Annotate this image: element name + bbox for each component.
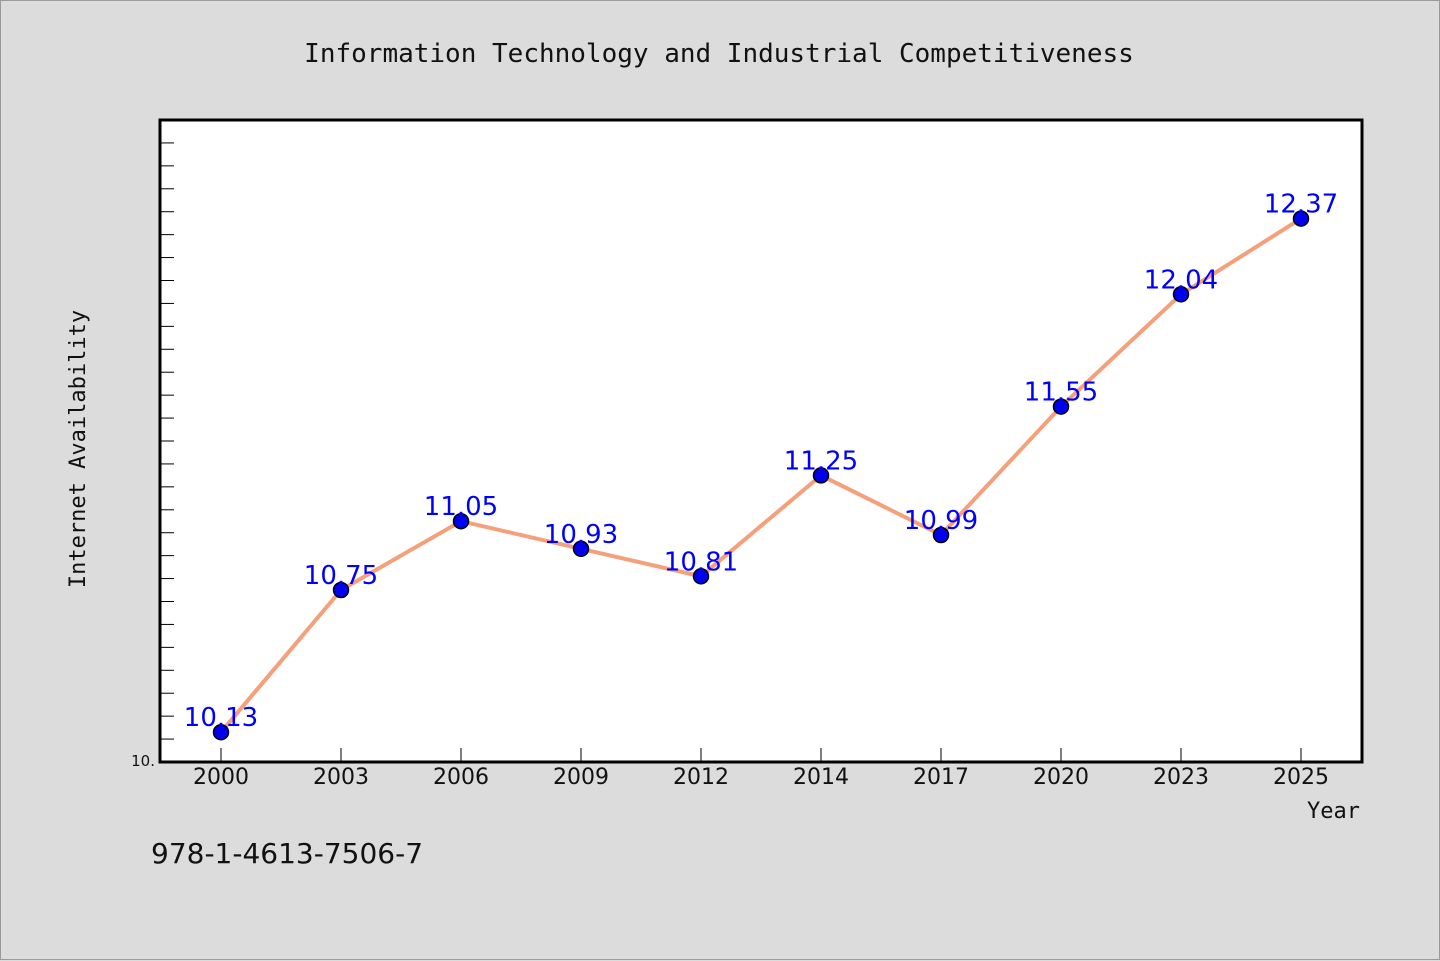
x-tick-label: 2009 bbox=[553, 765, 609, 790]
chart-title: Information Technology and Industrial Co… bbox=[304, 39, 1134, 69]
data-point bbox=[692, 568, 710, 585]
data-labels: 10.13 10.75 11.05 10.93 10.81 11.25 10.99 11.55… bbox=[184, 190, 1338, 734]
data-label: 11.25 bbox=[784, 446, 858, 476]
y-axis-label: Internet Availability bbox=[66, 310, 91, 588]
data-points bbox=[212, 210, 1310, 741]
data-point bbox=[212, 723, 230, 741]
data-label: 10.75 bbox=[304, 561, 378, 591]
data-label: 12.04 bbox=[1144, 265, 1218, 295]
x-tick-label: 2006 bbox=[433, 765, 489, 790]
x-tick-label: 2012 bbox=[673, 765, 729, 790]
x-tick-label: 2014 bbox=[793, 765, 849, 790]
x-tick-label: 2017 bbox=[913, 765, 969, 790]
data-point bbox=[812, 467, 830, 484]
data-label: 11.55 bbox=[1024, 378, 1098, 408]
x-tick-label: 2020 bbox=[1033, 765, 1089, 790]
x-tick-label: 2000 bbox=[193, 765, 249, 790]
data-label: 11.05 bbox=[424, 492, 498, 522]
data-label: 10.13 bbox=[184, 703, 258, 733]
series-line bbox=[219, 216, 1303, 735]
x-tick-label: 2003 bbox=[313, 765, 369, 790]
data-label: 10.81 bbox=[664, 547, 738, 577]
y-tick-label: 10. bbox=[131, 752, 155, 770]
data-label: 12.37 bbox=[1264, 190, 1338, 220]
data-point bbox=[452, 512, 470, 530]
x-axis-label: Year bbox=[1307, 799, 1360, 824]
data-label: 10.93 bbox=[544, 520, 618, 550]
data-point bbox=[1052, 398, 1070, 415]
plot-area bbox=[158, 118, 1364, 764]
data-point bbox=[572, 540, 590, 558]
x-axis-ticks bbox=[220, 748, 1302, 762]
data-point bbox=[932, 526, 950, 544]
data-point bbox=[1172, 286, 1190, 303]
x-axis-tick-labels: 2000 2003 2006 2009 2012 2014 2017 2020 2023 2025 bbox=[193, 765, 1329, 790]
footer-code: 978-1-4613-7506-7 bbox=[151, 837, 423, 870]
y-axis-minor-ticks bbox=[160, 142, 174, 740]
data-point bbox=[332, 581, 350, 599]
data-label: 10.99 bbox=[904, 506, 978, 536]
x-tick-label: 2023 bbox=[1153, 765, 1209, 790]
data-point bbox=[1292, 210, 1310, 227]
x-tick-label: 2025 bbox=[1273, 765, 1329, 790]
